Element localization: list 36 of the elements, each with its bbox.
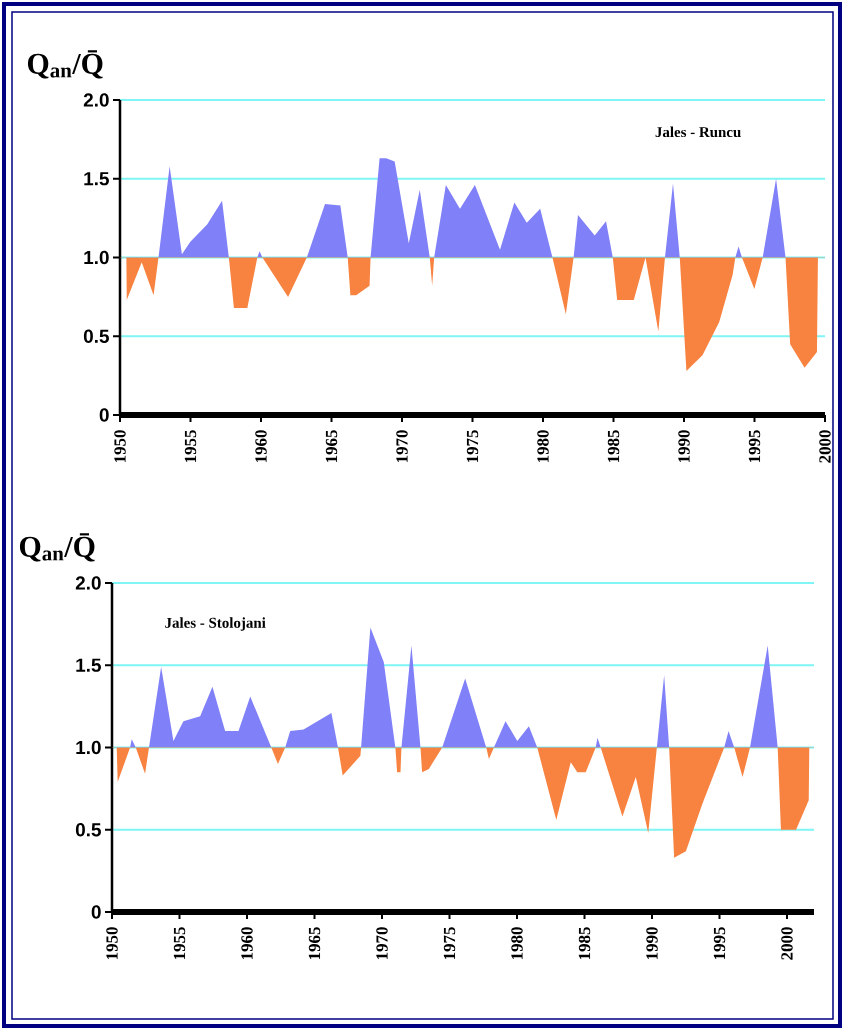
text: Jales - Runcu bbox=[655, 126, 741, 138]
y-tick-label: 1.5 bbox=[76, 658, 101, 672]
x-tick-label: 1965 bbox=[308, 927, 321, 960]
y-tick-label: 0.5 bbox=[75, 823, 101, 837]
y-tick-label: 1.0 bbox=[76, 740, 101, 755]
y-axis-title: Q$_{an}$/Q̄ bbox=[27, 50, 103, 79]
x-tick-label: 1955 bbox=[184, 430, 197, 463]
y-tick-label: 0 bbox=[99, 408, 109, 422]
x-tick-label: 2000 bbox=[781, 927, 793, 960]
x-tick-label: 1960 bbox=[241, 927, 253, 960]
x-tick-label: 1950 bbox=[106, 927, 118, 960]
x-tick-label: 1980 bbox=[537, 430, 549, 463]
x-tick-label: 1980 bbox=[511, 927, 523, 960]
text: Jales - Stolojani bbox=[165, 617, 266, 631]
x-tick-label: 2000 bbox=[819, 430, 831, 463]
y-tick-label: 2.0 bbox=[83, 93, 109, 107]
y-tick-label: 1.5 bbox=[84, 172, 109, 186]
y-tick-label: 2.0 bbox=[75, 576, 101, 590]
x-tick-label: 1995 bbox=[748, 430, 761, 463]
x-tick-label: 1985 bbox=[578, 927, 591, 960]
x-tick-label: 1970 bbox=[376, 927, 388, 960]
y-axis-title: Q$_{an}$/Q̄ bbox=[19, 533, 95, 562]
x-tick-label: 1975 bbox=[466, 430, 479, 463]
x-tick-label: 1990 bbox=[678, 430, 690, 463]
y-tick-label: 1.0 bbox=[84, 250, 109, 265]
y-tick-label: 0.5 bbox=[83, 329, 109, 343]
y-tick-label: 0 bbox=[91, 905, 101, 919]
x-tick-label: 1995 bbox=[713, 927, 726, 960]
x-tick-label: 1960 bbox=[255, 430, 267, 463]
x-tick-label: 1965 bbox=[325, 430, 338, 463]
x-tick-label: 1955 bbox=[173, 927, 186, 960]
x-tick-label: 1985 bbox=[607, 430, 620, 463]
x-tick-label: 1990 bbox=[646, 927, 658, 960]
x-tick-label: 1950 bbox=[114, 430, 126, 463]
x-tick-label: 1970 bbox=[396, 430, 408, 463]
x-tick-label: 1975 bbox=[443, 927, 456, 960]
